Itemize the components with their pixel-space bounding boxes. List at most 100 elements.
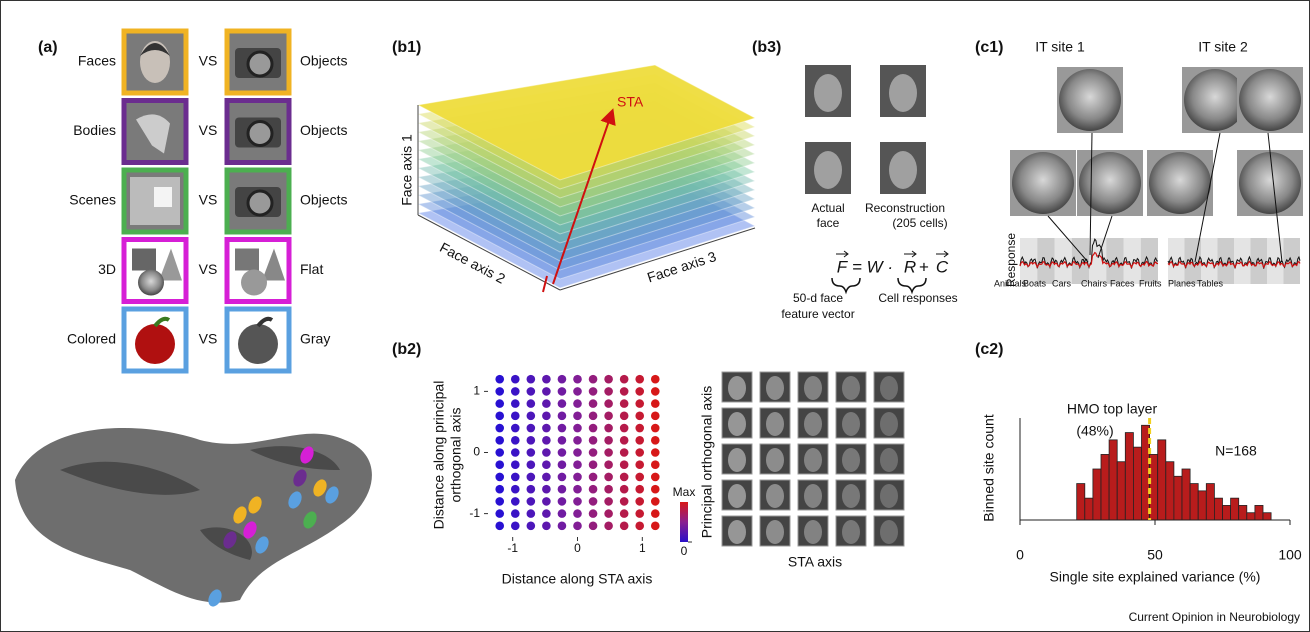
label: 0 [473, 445, 480, 459]
scatter-point [651, 473, 660, 482]
scatter-point [635, 509, 644, 518]
figure: (a)FacesVSObjectsBodiesVSObjectsScenesVS… [0, 0, 1310, 632]
scatter-point [558, 412, 567, 421]
face [728, 520, 746, 544]
histogram-bar [1174, 476, 1182, 520]
scatter-point [495, 387, 504, 396]
face [804, 520, 822, 544]
scatter-point [527, 387, 536, 396]
category-band [1020, 238, 1037, 284]
scatter-point [573, 399, 582, 408]
label: Max [673, 485, 696, 499]
scatter-point [511, 375, 520, 384]
category-band [1124, 238, 1141, 284]
scatter-point [511, 436, 520, 445]
label: VS [199, 122, 218, 138]
label: = W · [852, 257, 893, 276]
scatter-point [573, 436, 582, 445]
face [766, 412, 784, 436]
colorbar [680, 502, 688, 542]
scatter-point [604, 412, 613, 421]
lens [248, 191, 272, 215]
label: VS [199, 192, 218, 208]
scatter-point [542, 436, 551, 445]
label: (b2) [392, 341, 421, 358]
scatter-point [620, 460, 629, 469]
label: IT site 2 [1198, 39, 1248, 55]
stimulus-aperture [1184, 69, 1246, 131]
label: Reconstruction [865, 201, 945, 215]
scatter-point [604, 424, 613, 433]
scatter-point [542, 375, 551, 384]
scatter-point [511, 424, 520, 433]
scatter-point [558, 448, 567, 457]
scatter-point [511, 485, 520, 494]
scatter-point [511, 412, 520, 421]
category-band [1037, 238, 1054, 284]
scatter-point [558, 436, 567, 445]
histogram-bar [1117, 462, 1125, 520]
scatter-point [604, 460, 613, 469]
label: face [817, 216, 840, 230]
scatter-point [589, 497, 598, 506]
label: Objects [300, 192, 347, 208]
scatter-point [495, 509, 504, 518]
scatter-point [573, 387, 582, 396]
histogram-bar [1125, 433, 1133, 520]
scatter-point [542, 399, 551, 408]
scatter-point [527, 473, 536, 482]
histogram-bar [1239, 505, 1247, 520]
scatter-point [635, 424, 644, 433]
face [766, 520, 784, 544]
histogram-bar [1190, 484, 1198, 520]
scatter-point [589, 485, 598, 494]
scatter-point [558, 497, 567, 506]
scatter-point [527, 522, 536, 531]
scatter-point [620, 387, 629, 396]
scatter-point [573, 522, 582, 531]
scatter-point [511, 522, 520, 531]
scatter-point [511, 448, 520, 457]
scatter-point [651, 448, 660, 457]
histogram-bar [1255, 505, 1263, 520]
scatter-point [527, 436, 536, 445]
label: 50 [1147, 547, 1163, 563]
scatter-point [542, 448, 551, 457]
face [728, 484, 746, 508]
label: Colored [67, 331, 116, 347]
label: Bodies [73, 122, 116, 138]
scatter-point [604, 375, 613, 384]
label: feature vector [781, 307, 854, 321]
scatter-point [604, 522, 613, 531]
histogram-bar [1206, 484, 1214, 520]
label: Single site explained variance (%) [1050, 569, 1261, 585]
scatter-point [511, 509, 520, 518]
lens [248, 52, 272, 76]
scatter-point [651, 522, 660, 531]
histogram-bar [1182, 469, 1190, 520]
label: Actual [811, 201, 844, 215]
scatter-point [542, 485, 551, 494]
scatter-point [620, 473, 629, 482]
histogram-bar [1093, 469, 1101, 520]
scatter-point [495, 497, 504, 506]
label: 1 [473, 384, 480, 398]
scatter-point [511, 387, 520, 396]
face [804, 484, 822, 508]
scatter-point [495, 424, 504, 433]
category-band [1072, 238, 1089, 284]
label: STA axis [788, 554, 842, 570]
scatter-point [620, 485, 629, 494]
label: 0 [574, 541, 581, 555]
label: (c2) [975, 341, 1003, 358]
label: 1 [639, 541, 646, 555]
label: Objects [300, 122, 347, 138]
label: Tables [1197, 278, 1224, 288]
scatter-point [527, 509, 536, 518]
scatter-point [589, 522, 598, 531]
histogram-bar [1198, 491, 1206, 520]
scatter-point [589, 412, 598, 421]
face [804, 412, 822, 436]
scatter-point [542, 522, 551, 531]
scatter-point [527, 460, 536, 469]
